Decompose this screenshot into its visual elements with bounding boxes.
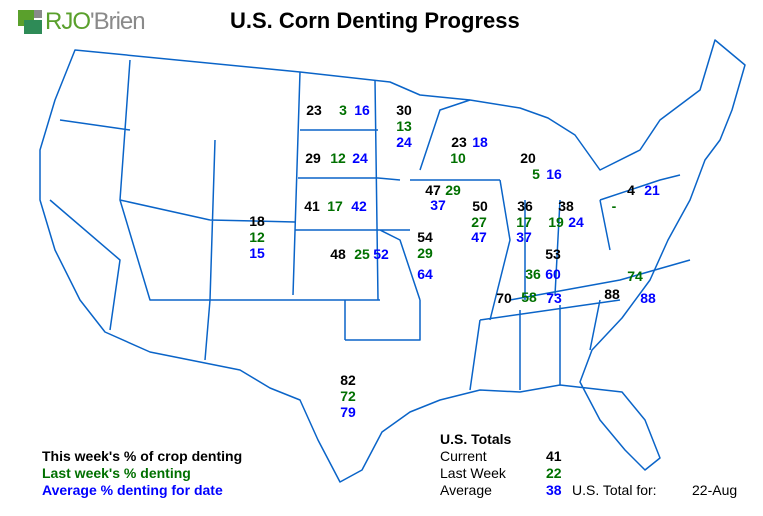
- state-ks-current: 48: [330, 246, 346, 262]
- state-oh-current: 38: [558, 198, 574, 214]
- logo-text-brien: 'Brien: [90, 8, 146, 35]
- state-mi-current: 20: [520, 150, 536, 166]
- state-co-average: 15: [249, 245, 265, 261]
- state-mo-current: 54: [417, 229, 433, 245]
- state-ne-last-week: 17: [327, 198, 343, 214]
- state-nd-average: 16: [354, 102, 370, 118]
- state-in-current: 36: [517, 198, 533, 214]
- state-ia-last-week: 29: [445, 182, 461, 198]
- total-date: 22-Aug: [692, 482, 738, 498]
- state-ks-last-week: 25: [354, 246, 370, 262]
- state-ne-average: 42: [351, 198, 367, 214]
- totals-current-value: 41: [546, 448, 562, 464]
- state-ky-last-week: 36: [525, 266, 541, 282]
- state-mn-average: 24: [396, 134, 412, 150]
- state-co-last-week: 12: [249, 229, 265, 245]
- state-pa-last-week: -: [611, 198, 617, 214]
- totals-heading: U.S. Totals: [440, 431, 512, 447]
- state-nd-last-week: 3: [339, 102, 347, 118]
- state-tx-average: 79: [340, 404, 356, 420]
- state-tn-current: 70: [496, 290, 512, 306]
- state-tx-current: 82: [340, 372, 356, 388]
- state-oh-last-week: 19: [548, 214, 564, 230]
- us-outline: [39, 39, 746, 483]
- us-totals: U.S. Totals Current 41 Last Week 22 Averag…: [440, 431, 576, 499]
- totals-last-week-value: 22: [546, 465, 562, 481]
- state-ky-current: 53: [545, 246, 561, 262]
- state-nd-current: 23: [306, 102, 322, 118]
- state-mo-average: 64: [417, 266, 433, 282]
- state-mn-last-week: 13: [396, 118, 412, 134]
- totals-average-label: Average: [440, 482, 492, 498]
- legend: This week's % of crop denting Last week'…: [42, 448, 242, 499]
- legend-last-week: Last week's % denting: [42, 465, 191, 481]
- state-nc-current: 88: [604, 286, 620, 302]
- rjobrien-logo-mark-icon: [18, 10, 42, 34]
- state-tx-last-week: 72: [340, 388, 356, 404]
- page-title: U.S. Corn Denting Progress: [230, 8, 520, 33]
- state-tn-average: 73: [546, 290, 562, 306]
- state-mn-current: 30: [396, 102, 412, 118]
- state-mi-last-week: 5: [532, 166, 540, 182]
- total-for-label: U.S. Total for:: [572, 482, 657, 498]
- state-sd-average: 24: [352, 150, 368, 166]
- state-tn-last-week: 58: [521, 289, 537, 305]
- state-sd-last-week: 12: [330, 150, 346, 166]
- state-co-current: 18: [249, 213, 265, 229]
- state-ia-current: 47: [425, 182, 441, 198]
- state-mo-last-week: 29: [417, 245, 433, 261]
- state-il-average: 47: [471, 229, 487, 245]
- totals-current-label: Current: [440, 448, 487, 464]
- totals-average-value: 38: [546, 482, 562, 498]
- state-in-last-week: 17: [516, 214, 532, 230]
- state-nc-last-week: 74: [627, 268, 643, 284]
- legend-average: Average % denting for date: [42, 482, 223, 498]
- state-ks-average: 52: [373, 246, 389, 262]
- state-mi-average: 16: [546, 166, 562, 182]
- state-ne-current: 41: [304, 198, 320, 214]
- totals-last-week-label: Last Week: [440, 465, 506, 481]
- state-in-average: 37: [516, 229, 532, 245]
- state-wi-current: 23: [451, 134, 467, 150]
- legend-current: This week's % of crop denting: [42, 448, 243, 464]
- state-wi-last-week: 10: [450, 150, 466, 166]
- state-wi-average: 18: [472, 134, 488, 150]
- state-borders: [49, 59, 691, 391]
- state-nc-average: 88: [640, 290, 656, 306]
- logo-text-rjo: RJO: [45, 8, 91, 35]
- rjobrien-logo: RJO'Brien: [18, 8, 146, 36]
- state-sd-current: 29: [305, 150, 321, 166]
- state-pa-current: 4: [627, 182, 635, 198]
- state-oh-average: 24: [568, 214, 584, 230]
- state-il-last-week: 27: [471, 214, 487, 230]
- state-ia-average: 37: [430, 197, 446, 213]
- state-pa-average: 21: [644, 182, 660, 198]
- state-ky-average: 60: [545, 266, 561, 282]
- state-il-current: 50: [472, 198, 488, 214]
